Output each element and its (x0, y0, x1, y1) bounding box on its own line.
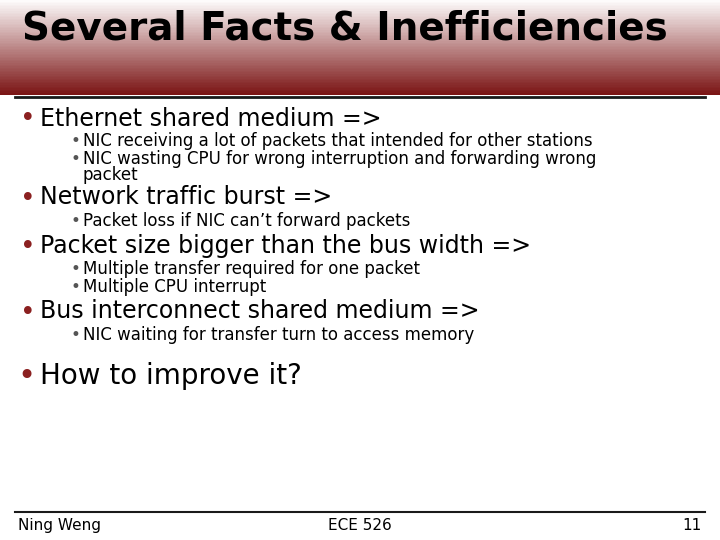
Bar (0, 3, 720, 5)
Bar (0, 1, 720, 3)
Bar (0, 45, 720, 47)
Bar (0, 63, 720, 65)
Bar (0, 70, 720, 72)
Bar (0, 4, 720, 6)
Bar (0, 55, 720, 57)
Bar (0, 42, 720, 44)
Bar (0, 73, 720, 76)
Text: •: • (70, 260, 80, 278)
Text: •: • (70, 212, 80, 230)
Text: •: • (70, 132, 80, 151)
Text: NIC waiting for transfer turn to access memory: NIC waiting for transfer turn to access … (83, 326, 474, 343)
Bar (0, 14, 720, 16)
Bar (0, 29, 720, 31)
Bar (0, 50, 720, 52)
Bar (0, 15, 720, 17)
Bar (0, 28, 720, 30)
Bar (0, 61, 720, 63)
Text: ECE 526: ECE 526 (328, 518, 392, 533)
Bar (0, 77, 720, 79)
Text: Packet size bigger than the bus width =>: Packet size bigger than the bus width => (40, 233, 531, 258)
Text: Network traffic burst =>: Network traffic burst => (40, 186, 332, 210)
Bar (0, 8, 720, 10)
Bar (0, 66, 720, 68)
Text: NIC wasting CPU for wrong interruption and forwarding wrong: NIC wasting CPU for wrong interruption a… (83, 151, 596, 168)
Bar (0, 72, 720, 74)
Text: Ning Weng: Ning Weng (18, 518, 101, 533)
Bar (0, 6, 720, 8)
Text: •: • (20, 106, 36, 132)
Bar (0, 86, 720, 88)
Bar (0, 89, 720, 91)
Bar (0, 26, 720, 28)
Bar (0, 36, 720, 38)
Bar (0, 82, 720, 84)
Bar (0, 39, 720, 41)
Text: Multiple CPU interrupt: Multiple CPU interrupt (83, 278, 266, 295)
Bar (0, 44, 720, 46)
Bar (0, 23, 720, 25)
Text: Ethernet shared medium =>: Ethernet shared medium => (40, 106, 382, 131)
Bar (0, 64, 720, 66)
Bar (0, 32, 720, 35)
Bar (0, 56, 720, 58)
Text: Bus interconnect shared medium =>: Bus interconnect shared medium => (40, 300, 480, 323)
Bar (0, 18, 720, 21)
Bar (0, 78, 720, 80)
Bar (0, 12, 720, 14)
Text: Packet loss if NIC can’t forward packets: Packet loss if NIC can’t forward packets (83, 212, 410, 230)
Bar (0, 25, 720, 27)
Bar (0, 51, 720, 53)
Text: Several Facts & Inefficiencies: Several Facts & Inefficiencies (22, 10, 667, 48)
Text: •: • (70, 151, 80, 168)
Text: •: • (20, 233, 36, 260)
Text: •: • (20, 186, 36, 212)
Bar (0, 53, 720, 55)
Text: •: • (18, 361, 36, 390)
Bar (0, 83, 720, 85)
Text: NIC receiving a lot of packets that intended for other stations: NIC receiving a lot of packets that inte… (83, 132, 593, 151)
Bar (0, 80, 720, 82)
Bar (0, 87, 720, 90)
Bar (0, 37, 720, 39)
Bar (0, 67, 720, 69)
Text: Multiple transfer required for one packet: Multiple transfer required for one packe… (83, 260, 420, 278)
Bar (0, 59, 720, 62)
Text: packet: packet (83, 165, 139, 184)
Bar (0, 85, 720, 86)
Bar (0, 22, 720, 24)
Bar (0, 40, 720, 43)
Bar (0, 31, 720, 33)
Bar (0, 10, 720, 12)
Text: •: • (70, 326, 80, 343)
Bar (0, 0, 720, 2)
Bar (0, 75, 720, 77)
Text: •: • (70, 278, 80, 295)
Bar (0, 58, 720, 60)
Bar (0, 34, 720, 36)
Bar (0, 92, 720, 94)
Bar (0, 47, 720, 49)
Text: •: • (20, 300, 36, 326)
Bar (0, 69, 720, 71)
Bar (0, 91, 720, 93)
Text: 11: 11 (683, 518, 702, 533)
Bar (0, 9, 720, 11)
Bar (0, 20, 720, 22)
Text: How to improve it?: How to improve it? (40, 361, 302, 389)
Bar (0, 48, 720, 50)
Bar (0, 17, 720, 19)
